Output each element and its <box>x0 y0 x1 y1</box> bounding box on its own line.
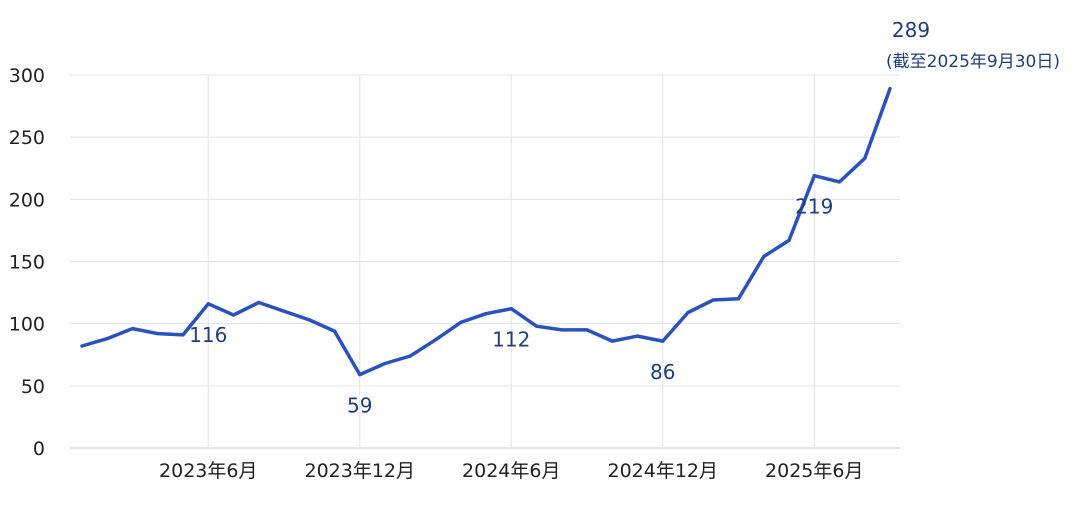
data-point <box>332 329 337 333</box>
data-point <box>383 361 387 366</box>
data-point <box>787 238 791 242</box>
x-tick-label: 2024年6月 <box>462 460 560 482</box>
data-point <box>484 312 488 316</box>
x-tick-label: 2023年6月 <box>159 460 257 482</box>
data-point <box>282 309 286 313</box>
data-point <box>80 344 84 348</box>
data-label-note: (截至2025年9月30日) <box>886 52 1060 72</box>
y-tick-label: 250 <box>9 127 45 149</box>
data-point <box>560 328 564 332</box>
data-labels: 116 59 112 86 219 289 (截至2025年9月30日) <box>189 18 1060 418</box>
series-lines <box>80 86 892 377</box>
data-point <box>156 332 160 336</box>
data-point <box>206 302 210 306</box>
grid-lines <box>70 74 900 449</box>
data-point <box>534 324 539 328</box>
y-tick-label: 300 <box>9 65 45 87</box>
data-point <box>307 318 311 322</box>
data-point <box>762 254 766 259</box>
data-point <box>181 333 185 337</box>
data-point <box>635 334 640 338</box>
data-point <box>358 373 362 377</box>
y-tick-label: 200 <box>9 189 45 211</box>
data-point <box>433 338 438 342</box>
data-point <box>736 297 741 301</box>
data-point <box>661 339 665 343</box>
x-tick-label: 2025年6月 <box>765 460 863 482</box>
y-tick-label: 50 <box>21 376 45 398</box>
data-label: 219 <box>795 195 833 219</box>
y-tick-label: 0 <box>33 438 45 460</box>
x-tick-label: 2024年12月 <box>607 460 718 482</box>
data-point <box>610 339 614 343</box>
data-label: 112 <box>492 328 530 352</box>
data-point <box>837 180 842 184</box>
data-point <box>408 354 412 358</box>
data-point <box>888 87 892 91</box>
x-tick-label: 2023年12月 <box>304 460 415 482</box>
axis-labels: 0 50 100 150 200 250 300 2023年6月 2023年12月 2024年6月… <box>9 65 864 482</box>
data-label: 86 <box>650 360 675 384</box>
data-label: 289 <box>892 18 930 42</box>
data-point <box>509 307 513 311</box>
y-tick-label: 100 <box>9 314 45 336</box>
data-point <box>863 156 867 160</box>
data-point <box>105 336 109 341</box>
data-label: 116 <box>189 323 227 347</box>
data-point <box>459 320 463 325</box>
data-point <box>812 174 816 178</box>
data-point <box>130 327 135 331</box>
data-label: 59 <box>347 394 372 418</box>
data-point <box>711 298 715 302</box>
data-point <box>231 313 236 317</box>
y-tick-label: 150 <box>9 252 45 274</box>
data-point <box>257 300 261 305</box>
data-point <box>686 310 690 315</box>
data-point <box>585 328 589 332</box>
